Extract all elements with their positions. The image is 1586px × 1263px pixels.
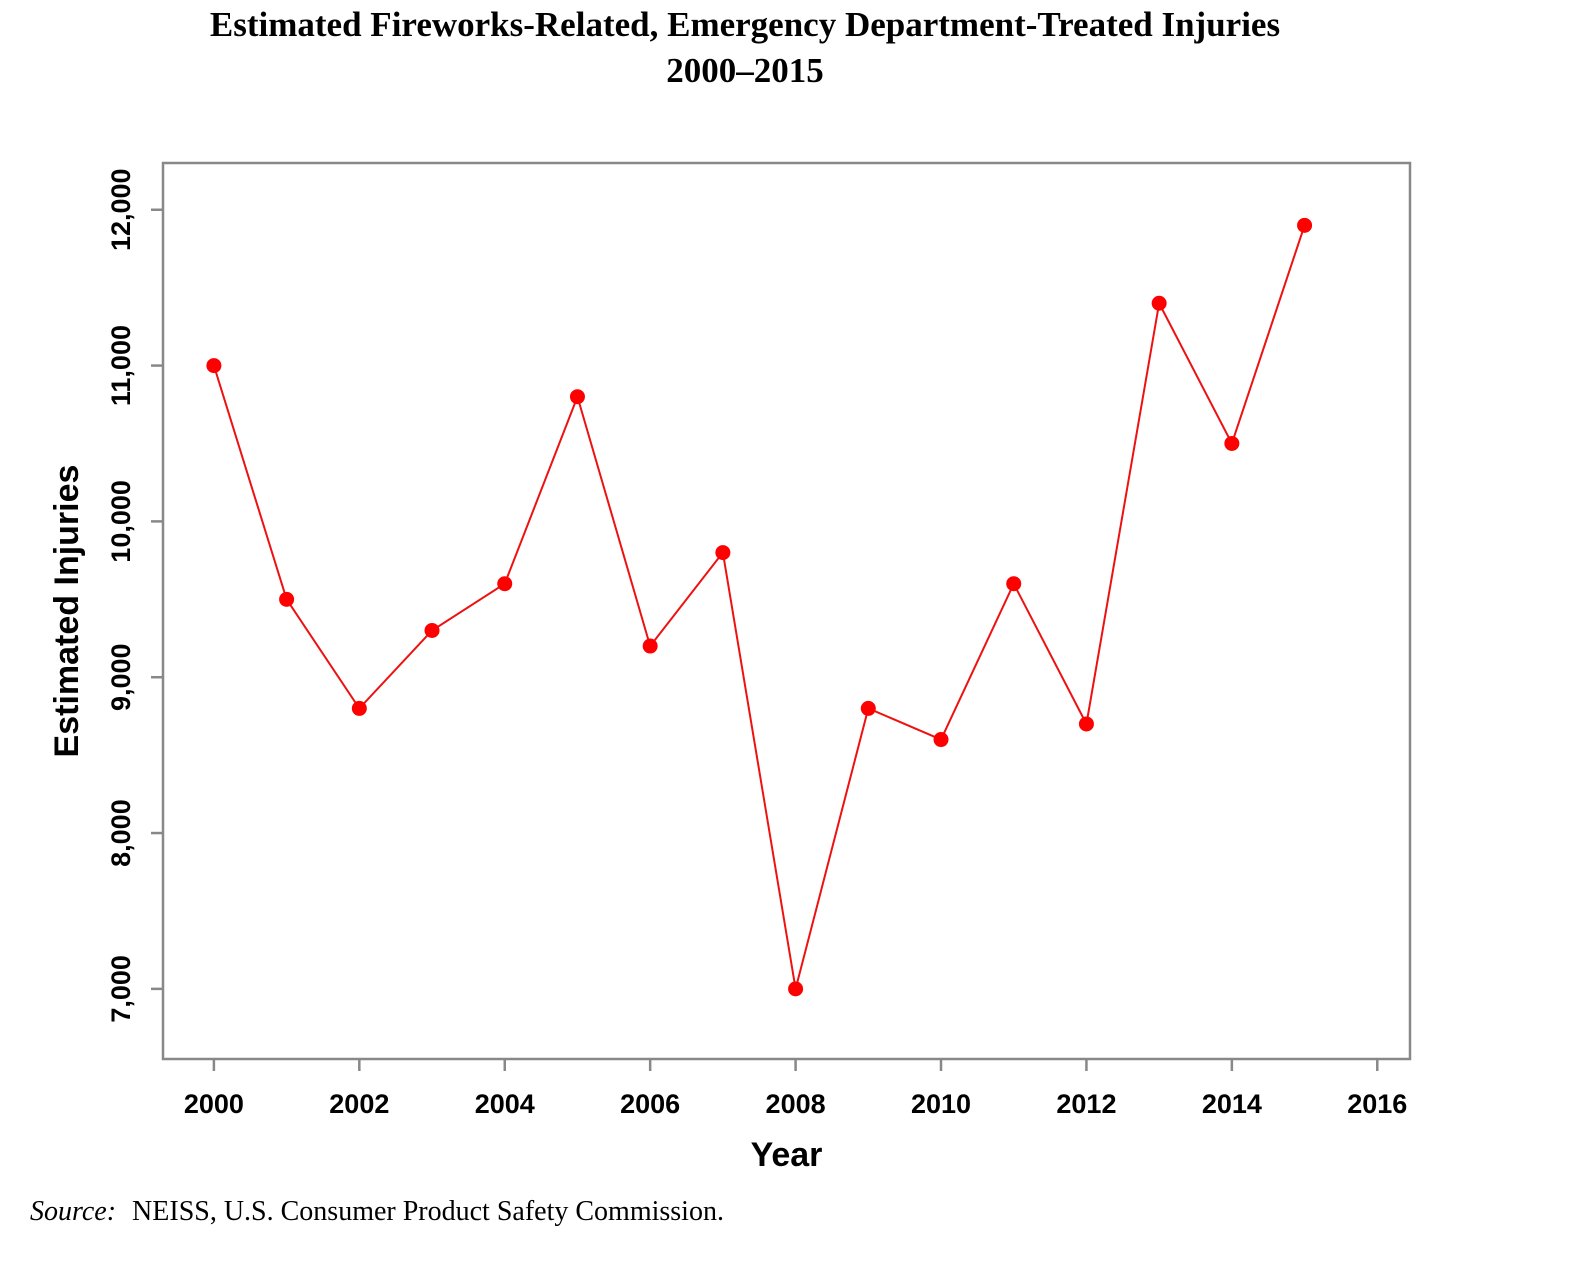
chart-title: Estimated Fireworks-Related, Emergency D… [209, 5, 1281, 44]
x-tick-label: 2006 [620, 1089, 680, 1119]
x-tick-label: 2008 [766, 1089, 826, 1119]
y-tick-label: 11,000 [106, 325, 136, 406]
data-point [1078, 716, 1094, 732]
x-tick-label: 2016 [1347, 1089, 1407, 1119]
y-tick-label: 8,000 [106, 799, 136, 867]
series-line [212, 225, 1306, 990]
y-tick-label: 10,000 [106, 480, 136, 563]
y-axis-title: Estimated Injuries [48, 465, 86, 758]
data-point [569, 389, 585, 405]
data-point [1151, 295, 1167, 311]
data-point [351, 700, 367, 716]
data-point [933, 732, 949, 748]
x-tick-label: 2010 [911, 1089, 971, 1119]
data-point [788, 981, 804, 997]
data-point [424, 622, 440, 638]
x-tick-label: 2002 [329, 1089, 389, 1119]
source-text: NEISS, U.S. Consumer Product Safety Comm… [132, 1196, 724, 1227]
y-tick-label: 7,000 [106, 955, 136, 1023]
data-point [1297, 217, 1313, 233]
x-axis: 2000 2002 2004 2006 2008 2010 2012 2014 2016 [184, 1059, 1407, 1119]
x-tick-label: 2004 [475, 1089, 535, 1119]
x-tick-label: 2012 [1056, 1089, 1116, 1119]
data-point [860, 700, 876, 716]
source-note: Source: NEISS, U.S. Consumer Product Safe… [30, 1196, 724, 1228]
data-point [279, 591, 295, 607]
line-chart: 2000 2002 2004 2006 2008 2010 2012 2014 2016 7,0… [48, 161, 1412, 1174]
source-label: Source: [30, 1196, 117, 1227]
plot-frame [161, 161, 1412, 1061]
data-point [1224, 435, 1240, 451]
data-point [642, 638, 658, 654]
chart-subtitle: 2000–2015 [666, 51, 824, 90]
x-tick-label: 2000 [184, 1089, 244, 1119]
x-axis-title: Year [751, 1136, 823, 1174]
y-tick-label: 9,000 [106, 643, 136, 711]
data-point [497, 576, 513, 592]
data-point [715, 545, 731, 561]
data-point [1006, 576, 1022, 592]
series-injuries [206, 217, 1313, 997]
x-tick-label: 2014 [1202, 1089, 1262, 1119]
y-tick-label: 12,000 [106, 168, 136, 251]
data-point [206, 358, 222, 374]
y-axis: 7,000 8,000 9,000 10,000 11,000 12,000 [106, 168, 163, 1023]
